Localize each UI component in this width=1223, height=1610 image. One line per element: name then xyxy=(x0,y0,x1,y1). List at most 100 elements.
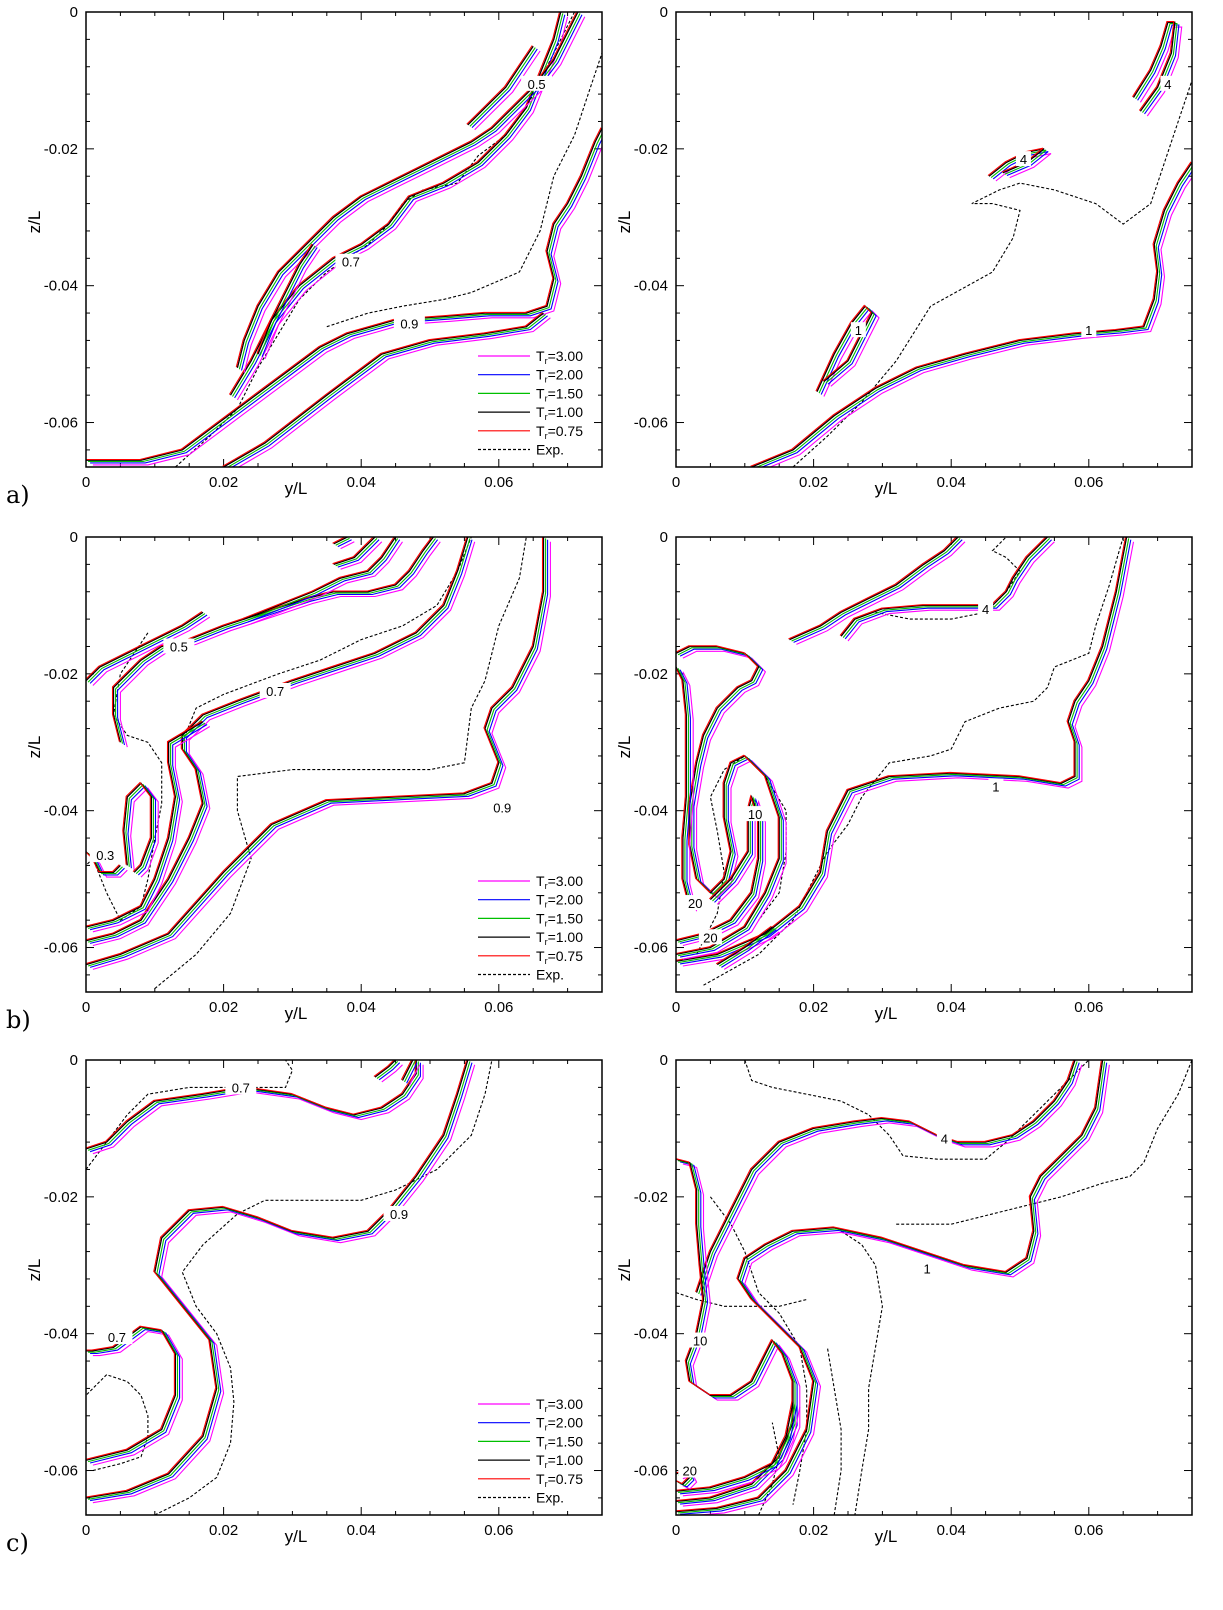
contour-line-t-r-2-00 xyxy=(680,1404,798,1495)
contour-label-bg xyxy=(688,1332,712,1348)
plot-frame xyxy=(85,11,603,468)
contour-line-t-r-1-00 xyxy=(751,162,1192,467)
contour-line-t-r-1-00 xyxy=(840,537,1048,637)
experiment-contour-line xyxy=(154,1060,493,1515)
x-tick-label: 0 xyxy=(82,999,90,1016)
contour-line-t-r-2-00 xyxy=(680,1062,1108,1515)
chart-panel-a-right: 0 0.02 0.04 0.06 0 -0.02 -0.04 -0.06 y/L z/L 4 4 1 1 xyxy=(615,4,1193,498)
contour-line-t-r-0-75 xyxy=(256,243,313,354)
y-tick-label: -0.04 xyxy=(634,1326,668,1343)
contour-line-t-r-2-00 xyxy=(89,614,208,684)
contour-line-t-r-2-00 xyxy=(337,539,352,548)
contour-line-t-r-3-00 xyxy=(682,799,766,947)
y-axis-label: z/L xyxy=(615,1259,634,1282)
contour-line-t-r-3-00 xyxy=(92,1064,476,1504)
x-tick-label: 0.06 xyxy=(1074,1522,1103,1539)
x-tick-label: 0.06 xyxy=(484,1522,513,1539)
contour-line-t-r-1-00 xyxy=(223,312,544,467)
x-tick-label: 0.04 xyxy=(347,474,376,491)
contour-value-label: 1 xyxy=(855,323,862,338)
contour-line-t-r-1-50 xyxy=(246,538,399,622)
contour-line-t-r-3-00 xyxy=(92,616,211,686)
contour-line-t-r-1-00 xyxy=(401,1060,414,1081)
contour-line-t-r-1-00 xyxy=(86,721,204,928)
contour-label-bg xyxy=(521,75,553,91)
contour-line-t-r-0-75 xyxy=(122,781,151,872)
contour-line-t-r-3-00 xyxy=(264,249,321,360)
contour-line-t-r-0-75 xyxy=(86,851,120,873)
y-tick-label: -0.06 xyxy=(634,415,668,432)
x-tick-label: 0.02 xyxy=(799,1522,828,1539)
legend-label: Exp. xyxy=(536,442,564,458)
contour-line-t-r-1-00 xyxy=(467,45,534,126)
legend-label: Tr=2.00 xyxy=(536,367,583,385)
contour-line-t-r-1-00 xyxy=(86,1060,469,1499)
contour-value-label: 0.7 xyxy=(108,1330,126,1345)
contour-line-t-r-0-75 xyxy=(86,537,468,941)
contour-line-t-r-1-00 xyxy=(676,645,780,956)
contour-line-t-r-2-00 xyxy=(471,48,538,128)
contour-line-t-r-0-75 xyxy=(676,537,1127,961)
contour-value-label: 4 xyxy=(1020,152,1027,167)
contour-line-t-r-0-75 xyxy=(695,1060,1075,1293)
y-tick-label: -0.04 xyxy=(44,1326,78,1343)
legend-label: Tr=2.00 xyxy=(536,1415,583,1433)
chart-panel-b-right: 0 0.02 0.04 0.06 0 -0.02 -0.04 -0.06 y/L z/L 4 1 10 2… xyxy=(615,529,1193,1023)
legend-label: Tr=1.50 xyxy=(536,1433,583,1451)
contour-line-t-r-1-50 xyxy=(469,47,536,127)
legend-label: Tr=3.00 xyxy=(536,348,583,366)
contour-label-bg xyxy=(919,1260,935,1276)
contour-value-label: 0.7 xyxy=(232,1080,250,1095)
contour-line-t-r-0-75 xyxy=(676,1401,793,1491)
contour-line-t-r-1-50 xyxy=(87,538,471,943)
legend-label: Tr=1.00 xyxy=(536,1452,583,1470)
x-tick-label: 0.04 xyxy=(937,474,966,491)
y-tick-label: -0.06 xyxy=(44,1463,78,1480)
contour-label-bg xyxy=(225,1079,257,1095)
contour-line-t-r-2-00 xyxy=(760,170,1192,467)
contour-line-t-r-1-50 xyxy=(842,538,1050,638)
legend-label: Exp. xyxy=(536,1490,564,1506)
y-tick-label: -0.06 xyxy=(44,940,78,957)
y-axis-label: z/L xyxy=(615,736,634,759)
contour-label-bg xyxy=(743,806,767,822)
contour-value-label: 10 xyxy=(748,807,762,822)
contour-line-t-r-1-50 xyxy=(678,1061,1106,1514)
contour-line-t-r-1-00 xyxy=(86,1326,177,1461)
contour-line-t-r-3-00 xyxy=(92,145,602,466)
plot-frame xyxy=(675,1059,1193,1516)
contour-line-t-r-0-75 xyxy=(86,611,203,680)
contour-line-t-r-3-00 xyxy=(682,671,698,912)
experiment-contour-line xyxy=(326,52,602,328)
plot-frame xyxy=(675,11,1193,468)
contour-line-t-r-0-75 xyxy=(332,537,374,565)
contour-line-t-r-1-00 xyxy=(676,1060,1104,1513)
contour-label-bg xyxy=(978,600,994,616)
plot-frame xyxy=(675,536,1193,993)
contour-line-t-r-3-00 xyxy=(474,50,541,131)
x-tick-label: 0.02 xyxy=(799,999,828,1016)
contour-line-t-r-0-75 xyxy=(228,12,561,395)
contour-label-bg xyxy=(1160,75,1176,91)
contour-line-t-r-2-00 xyxy=(248,539,401,623)
chart-panel-c-right: 0 0.02 0.04 0.06 0 -0.02 -0.04 -0.06 y/L z/L 4 1 10 2… xyxy=(615,1052,1193,1546)
panel-row-label: c) xyxy=(6,1529,29,1557)
contour-line-t-r-1-50 xyxy=(88,132,602,463)
contour-value-label: 20 xyxy=(683,1464,697,1479)
legend-label: Tr=1.50 xyxy=(536,385,583,403)
contour-label-bg xyxy=(698,929,722,945)
contour-line-t-r-0-75 xyxy=(466,45,533,125)
contour-line-t-r-1-50 xyxy=(677,668,693,908)
y-tick-label: -0.06 xyxy=(634,940,668,957)
contour-line-t-r-1-00 xyxy=(333,537,348,545)
contour-line-t-r-3-00 xyxy=(768,176,1192,467)
contour-label-bg xyxy=(163,638,195,654)
contour-line-t-r-1-50 xyxy=(335,538,378,567)
contour-line-t-r-3-00 xyxy=(340,541,383,570)
y-axis-label: z/L xyxy=(25,1259,44,1282)
experiment-contour-line xyxy=(744,1060,1090,1160)
contour-line-t-r-1-50 xyxy=(791,538,961,642)
contour-line-t-r-0-75 xyxy=(676,1060,1102,1512)
x-tick-label: 0.04 xyxy=(937,999,966,1016)
experiment-contour-line xyxy=(703,537,1124,986)
